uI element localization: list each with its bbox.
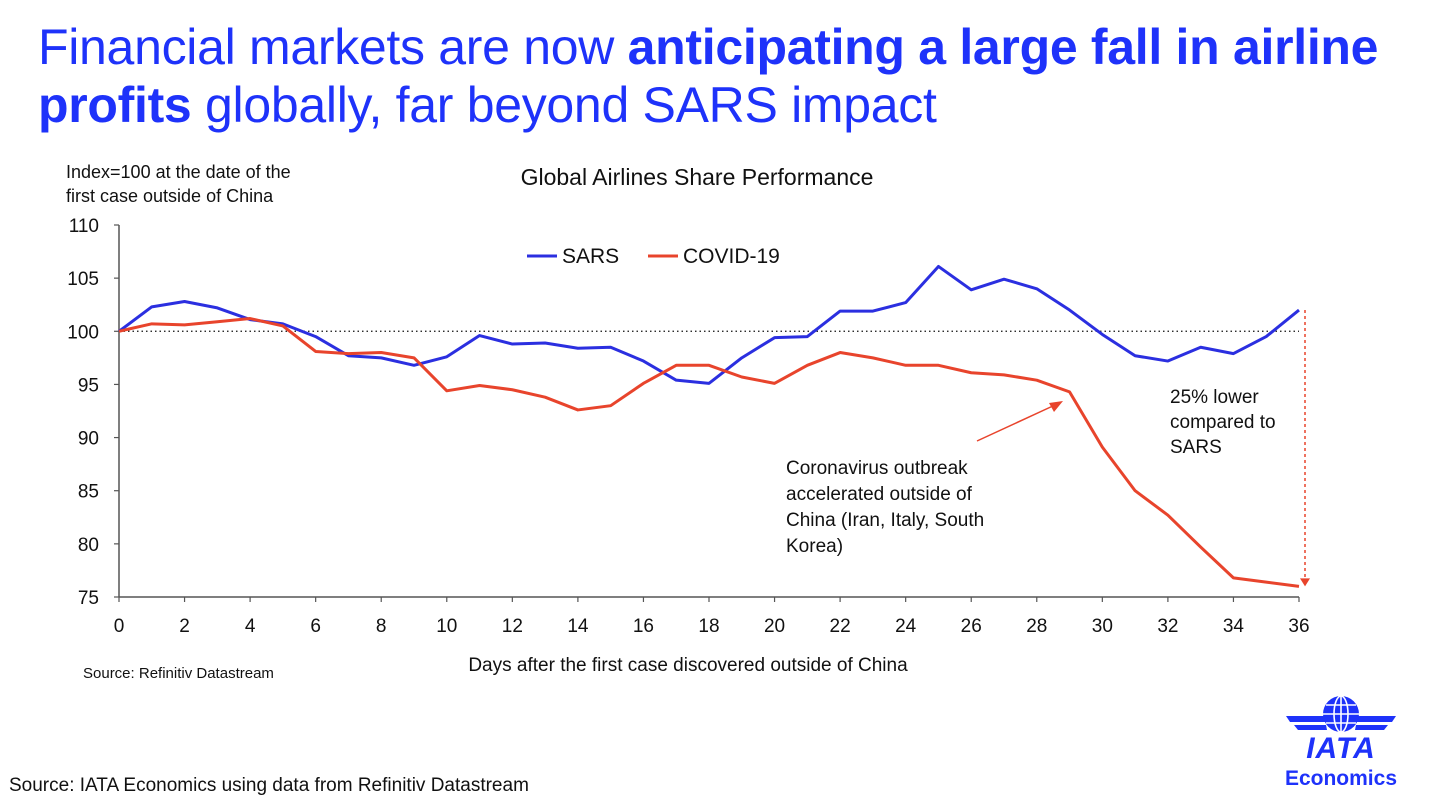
slide-source-note: Source: IATA Economics using data from R… <box>9 775 529 796</box>
gap-arrow <box>1300 310 1310 587</box>
outbreak-annotation-line2: accelerated outside of <box>786 484 973 505</box>
y-tick-label: 80 <box>78 535 99 556</box>
outbreak-annotation: Coronavirus outbreak accelerated outside… <box>786 458 984 557</box>
gap-annotation-line1: 25% lower <box>1170 387 1259 408</box>
y-axis-label-line2: first case outside of China <box>66 186 274 206</box>
logo-text-economics: Economics <box>1284 767 1398 790</box>
chart-legend: SARS COVID-19 <box>527 245 780 268</box>
y-tick-label: 75 <box>78 588 99 609</box>
outbreak-annotation-line4: Korea) <box>786 536 843 557</box>
x-tick-label: 22 <box>830 616 851 637</box>
x-tick-label: 26 <box>961 616 982 637</box>
chart-title: Global Airlines Share Performance <box>521 164 874 190</box>
x-tick-label: 4 <box>245 616 256 637</box>
slide-headline: Financial markets are now anticipating a… <box>38 18 1398 134</box>
chart-source-note: Source: Refinitiv Datastream <box>83 665 274 682</box>
x-tick-label: 0 <box>114 616 125 637</box>
x-tick-label: 24 <box>895 616 917 637</box>
y-tick-label: 110 <box>69 216 99 237</box>
gap-annotation-line3: SARS <box>1170 437 1222 458</box>
y-tick-label: 95 <box>78 375 99 396</box>
x-tick-label: 14 <box>567 616 589 637</box>
x-tick-label: 2 <box>179 616 190 637</box>
headline-part2: globally, far beyond SARS impact <box>191 77 937 133</box>
iata-economics-logo: IATA Economics <box>1276 694 1406 794</box>
outbreak-arrowhead <box>1049 401 1063 412</box>
x-tick-label: 16 <box>633 616 654 637</box>
x-tick-label: 6 <box>310 616 321 637</box>
x-axis-ticks: 0 2 4 6 8 10 12 14 16 18 20 22 24 26 28 30 32 34 36 <box>114 597 1310 637</box>
x-tick-label: 10 <box>436 616 457 637</box>
legend-label-covid19: COVID-19 <box>683 245 780 268</box>
x-tick-label: 34 <box>1223 616 1245 637</box>
covid19-series-line <box>118 317 1300 588</box>
outbreak-arrow-line <box>976 404 1056 442</box>
y-axis-ticks: 110 105 100 95 90 85 80 75 <box>67 216 119 609</box>
headline-part1: Financial markets are now <box>38 19 628 75</box>
y-tick-label: 90 <box>78 429 99 450</box>
legend-label-sars: SARS <box>562 245 619 268</box>
x-tick-label: 36 <box>1288 616 1309 637</box>
logo-text-iata: IATA <box>1306 732 1376 765</box>
outbreak-annotation-line3: China (Iran, Italy, South <box>786 510 984 531</box>
x-axis-label: Days after the first case discovered out… <box>468 655 908 676</box>
globe-wings-icon <box>1286 695 1396 733</box>
gap-arrowhead <box>1300 578 1310 587</box>
x-tick-label: 12 <box>502 616 523 637</box>
y-axis-label-line1: Index=100 at the date of the <box>66 162 291 182</box>
x-tick-label: 30 <box>1092 616 1113 637</box>
x-tick-label: 8 <box>376 616 387 637</box>
y-tick-label: 105 <box>67 269 99 290</box>
headline-bold: anticipating a large fall in airline pro… <box>38 19 1379 133</box>
gap-annotation: 25% lower compared to SARS <box>1170 387 1276 458</box>
x-tick-label: 20 <box>764 616 785 637</box>
x-tick-label: 18 <box>698 616 719 637</box>
gap-annotation-line2: compared to <box>1170 412 1276 433</box>
x-tick-label: 28 <box>1026 616 1047 637</box>
y-tick-label: 85 <box>78 482 99 503</box>
outbreak-annotation-line1: Coronavirus outbreak <box>786 458 968 479</box>
outbreak-arrow <box>976 401 1063 442</box>
y-tick-label: 100 <box>67 322 99 343</box>
sars-series-line <box>118 264 1300 385</box>
x-tick-label: 32 <box>1157 616 1178 637</box>
